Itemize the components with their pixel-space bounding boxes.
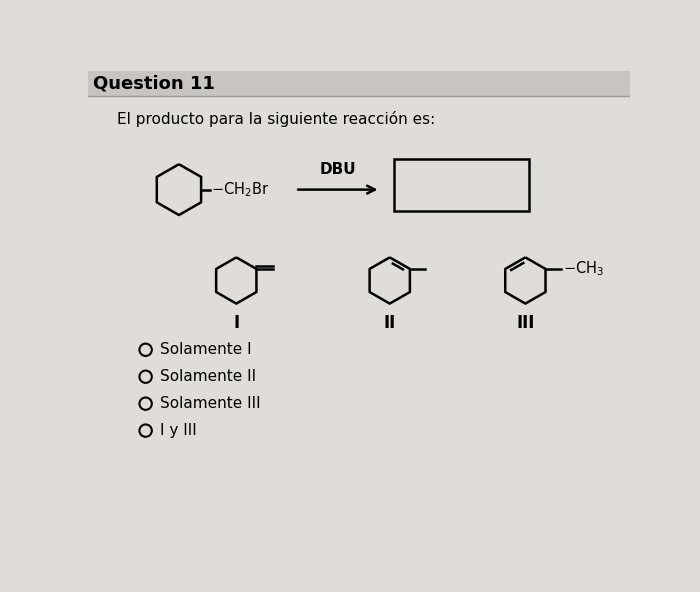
Text: Solamente II: Solamente II	[160, 369, 256, 384]
Bar	[88, 71, 630, 96]
Text: $\mathregular{-CH_3}$: $\mathregular{-CH_3}$	[563, 259, 604, 278]
Text: I: I	[233, 314, 239, 332]
Text: El producto para la siguiente reacción es:: El producto para la siguiente reacción e…	[117, 111, 435, 127]
Text: Question 11: Question 11	[93, 75, 215, 92]
Text: Solamente I: Solamente I	[160, 342, 251, 358]
Text: Solamente III: Solamente III	[160, 396, 260, 411]
Text: I y III: I y III	[160, 423, 196, 438]
Text: DBU: DBU	[319, 162, 356, 177]
Text: II: II	[384, 314, 396, 332]
Text: $\mathregular{-CH_2Br}$: $\mathregular{-CH_2Br}$	[211, 181, 270, 199]
Text: III: III	[516, 314, 535, 332]
Bar	[393, 159, 529, 211]
